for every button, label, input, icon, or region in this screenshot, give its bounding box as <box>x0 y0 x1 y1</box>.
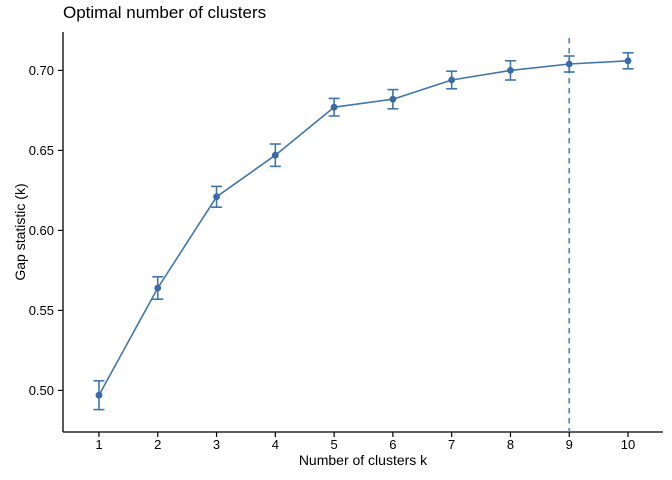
x-tick-label: 9 <box>566 437 573 452</box>
x-tick-label: 6 <box>389 437 396 452</box>
y-tick-label: 0.65 <box>29 143 54 158</box>
y-tick-label: 0.60 <box>29 223 54 238</box>
x-tick-label: 10 <box>621 437 635 452</box>
x-tick-label: 5 <box>330 437 337 452</box>
x-tick-label: 2 <box>154 437 161 452</box>
x-axis-title: Number of clusters k <box>298 452 428 468</box>
data-point <box>95 391 103 399</box>
x-tick-label: 8 <box>507 437 514 452</box>
y-tick-label: 0.70 <box>29 63 54 78</box>
data-point <box>154 284 162 292</box>
y-tick-label: 0.50 <box>29 383 54 398</box>
data-point <box>271 151 279 159</box>
x-tick-label: 1 <box>95 437 102 452</box>
data-point <box>448 76 456 84</box>
data-point <box>624 57 632 65</box>
x-tick-label: 4 <box>272 437 279 452</box>
data-point <box>565 60 573 68</box>
x-tick-label: 3 <box>213 437 220 452</box>
gap-statistic-line <box>98 60 629 396</box>
y-tick-label: 0.55 <box>29 303 54 318</box>
data-point <box>507 67 514 74</box>
x-tick-label: 7 <box>448 437 455 452</box>
data-point <box>330 103 338 111</box>
chart-title: Optimal number of clusters <box>63 3 267 22</box>
data-point <box>213 193 220 201</box>
data-point <box>389 95 397 103</box>
